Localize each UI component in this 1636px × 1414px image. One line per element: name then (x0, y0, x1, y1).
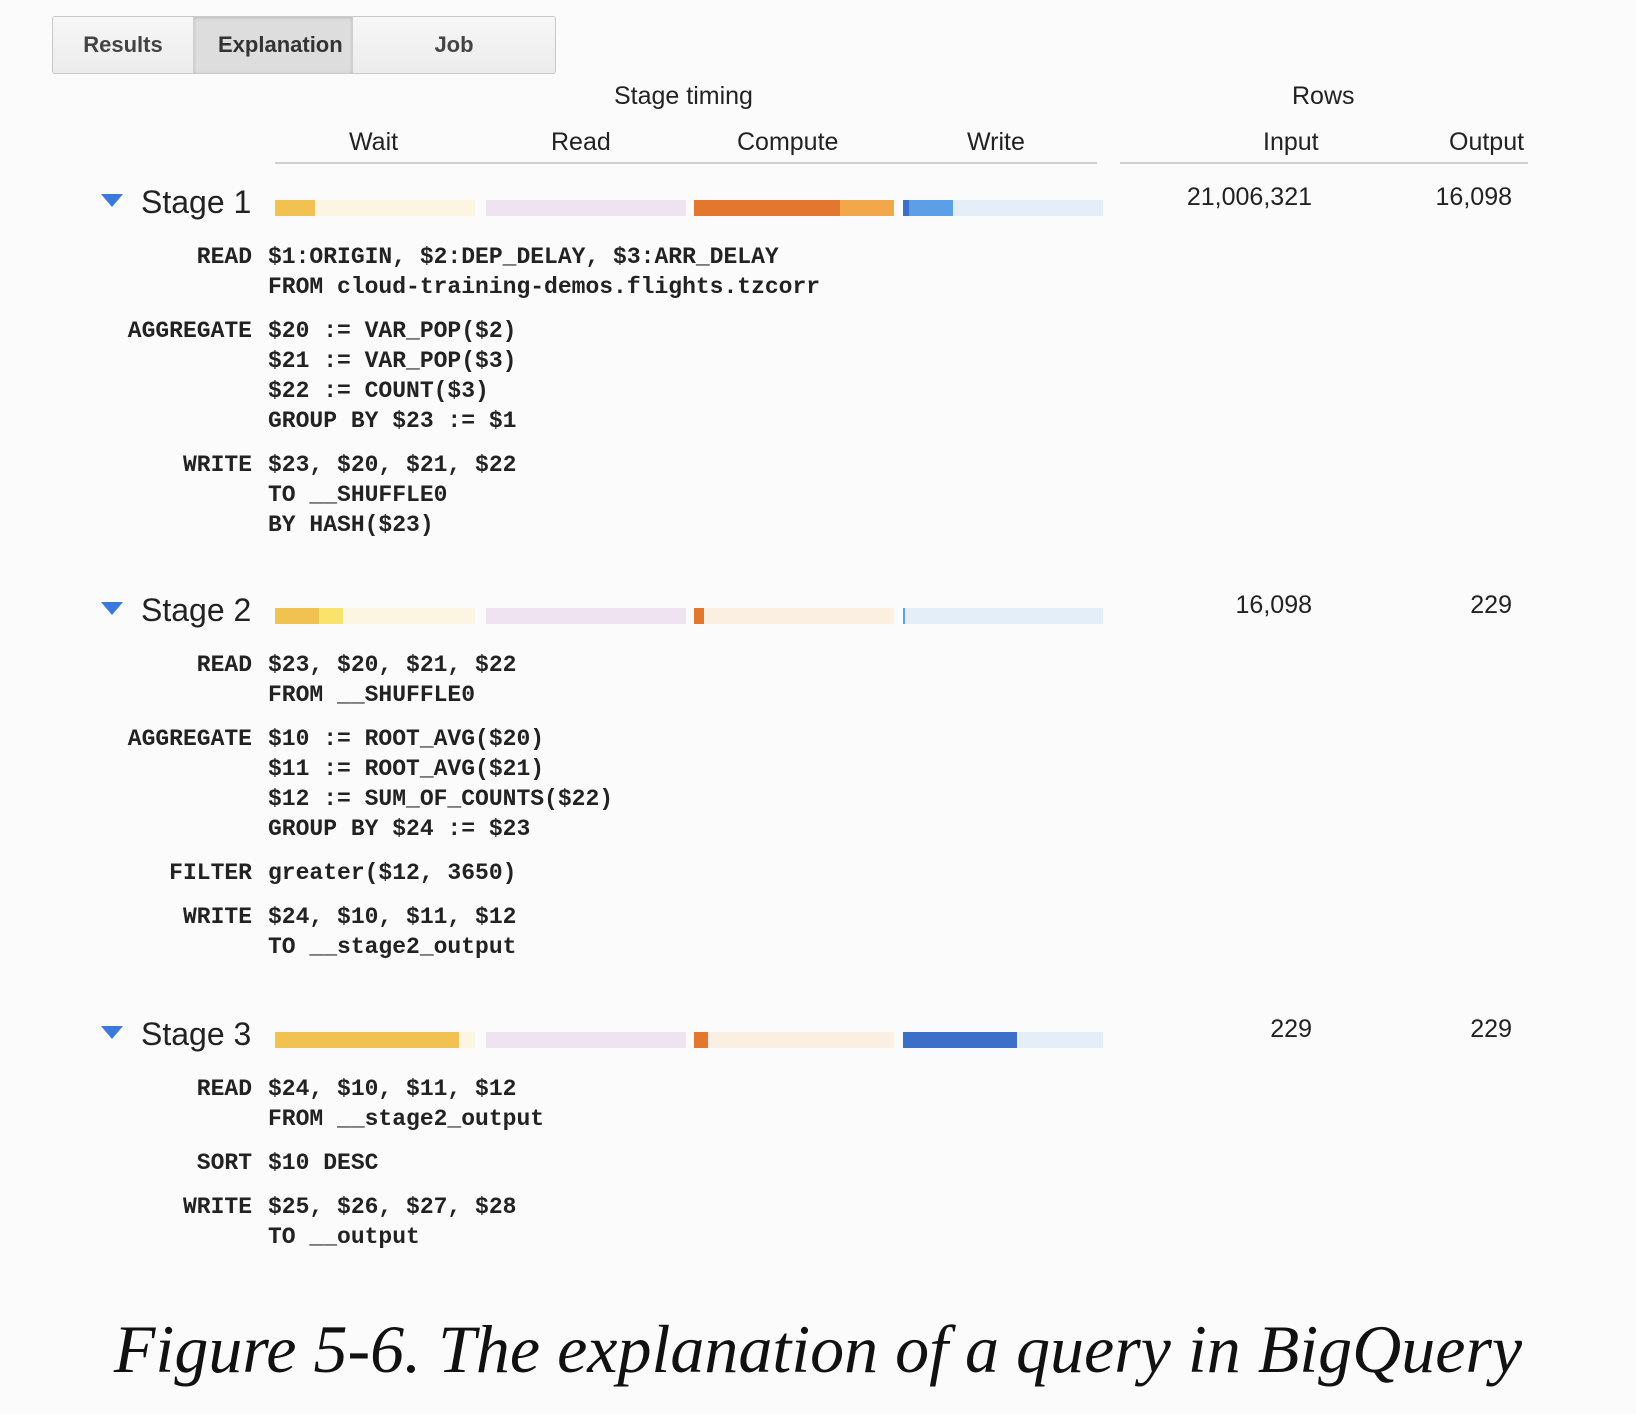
compute-bar (694, 608, 894, 624)
wait-header: Wait (349, 128, 399, 156)
step-line: $12 := SUM_OF_COUNTS($22) (268, 786, 614, 812)
plan-step: AGGREGATE $20 := VAR_POP($2) $21 := VAR_PO… (102, 316, 820, 436)
stage-title[interactable]: Stage 3 (141, 1016, 252, 1052)
compute-bar (694, 200, 894, 216)
step-line: $11 := ROOT_AVG($21) (268, 756, 545, 782)
plan-step: READ $1:ORIGIN, $2:DEP_DELAY, $3:ARR_DELA… (102, 242, 820, 302)
read-header: Read (551, 128, 611, 156)
collapse-caret-icon[interactable] (101, 1026, 123, 1039)
write-bar-fill (903, 1032, 1017, 1048)
step-line: GROUP BY $24 := $23 (268, 816, 531, 842)
step-keyword: READ (196, 1076, 252, 1102)
compute-bar-fill (694, 608, 704, 624)
write-bar (903, 1032, 1103, 1048)
output-rows: 229 (1470, 1015, 1512, 1043)
tab-job-information[interactable]: Job Information (434, 32, 474, 57)
rows-header-divider (1120, 162, 1528, 164)
step-line: GROUP BY $23 := $1 (268, 408, 517, 434)
write-bar-fill (903, 608, 905, 624)
plan-step: READ $23, $20, $21, $22 FROM __SHUFFLE0 (102, 650, 613, 710)
step-line: TO __stage2_output (268, 934, 517, 960)
step-line: $23, $20, $21, $22 (268, 652, 517, 678)
compute-bar-fill-secondary (840, 200, 894, 216)
compute-bar-fill (694, 1032, 708, 1048)
input-rows: 229 (1270, 1015, 1312, 1043)
step-line: $22 := COUNT($3) (268, 378, 489, 404)
timing-header-divider (275, 162, 1097, 164)
input-rows: 16,098 (1235, 591, 1312, 619)
wait-bar-fill-secondary (319, 608, 343, 624)
read-bar (486, 200, 686, 216)
write-bar (903, 608, 1103, 624)
wait-bar (275, 608, 475, 624)
stage-plan: READ $24, $10, $11, $12 FROM __stage2_outp… (102, 1074, 544, 1266)
tab-results[interactable]: Results (53, 17, 194, 73)
collapse-caret-icon[interactable] (101, 194, 123, 207)
stage-title[interactable]: Stage 2 (141, 592, 252, 628)
write-bar-fill (903, 200, 953, 216)
step-keyword: READ (196, 244, 252, 270)
step-keyword: WRITE (182, 904, 252, 930)
step-line: FROM __stage2_output (268, 1106, 545, 1132)
plan-step: WRITE $24, $10, $11, $12 TO __stage2_outpu… (102, 902, 613, 962)
step-line: TO __output (268, 1224, 420, 1250)
step-line: greater($12, 3650) (268, 860, 517, 886)
stage-title[interactable]: Stage 1 (141, 184, 252, 220)
step-keyword: WRITE (182, 452, 252, 478)
output-rows: 16,098 (1435, 183, 1512, 211)
stage-timing-header: Stage timing (614, 82, 753, 110)
collapse-caret-icon[interactable] (101, 602, 123, 615)
plan-step: WRITE $25, $26, $27, $28 TO __output (102, 1192, 544, 1252)
step-line: $10 DESC (268, 1150, 379, 1176)
step-keyword: SORT (196, 1150, 252, 1176)
output-header: Output (1449, 128, 1525, 156)
wait-bar-fill (275, 608, 319, 624)
wait-bar-fill (275, 1032, 459, 1048)
write-header: Write (967, 128, 1025, 156)
step-line: $21 := VAR_POP($3) (268, 348, 517, 374)
step-keyword: AGGREGATE (127, 318, 252, 344)
step-line: TO __SHUFFLE0 (268, 482, 448, 508)
rows-header: Rows (1292, 82, 1355, 110)
write-bar (903, 200, 1103, 216)
read-bar (486, 1032, 686, 1048)
step-line: $24, $10, $11, $12 (268, 1076, 517, 1102)
compute-header: Compute (737, 128, 839, 156)
step-line: $10 := ROOT_AVG($20) (268, 726, 545, 752)
step-line: $24, $10, $11, $12 (268, 904, 517, 930)
stage-plan: READ $1:ORIGIN, $2:DEP_DELAY, $3:ARR_DELA… (102, 242, 820, 554)
plan-step: WRITE $23, $20, $21, $22 TO __SHUFFLE0 BY H… (102, 450, 820, 540)
step-line: BY HASH($23) (268, 512, 434, 538)
step-line: $23, $20, $21, $22 (268, 452, 517, 478)
input-header: Input (1263, 128, 1319, 156)
read-bar (486, 608, 686, 624)
step-keyword: READ (196, 652, 252, 678)
step-line: $25, $26, $27, $28 (268, 1194, 517, 1220)
step-line: $1:ORIGIN, $2:DEP_DELAY, $3:ARR_DELAY (268, 244, 779, 270)
wait-bar (275, 1032, 475, 1048)
input-rows: 21,006,321 (1186, 183, 1312, 211)
plan-step: AGGREGATE $10 := ROOT_AVG($20) $11 := ROOT… (102, 724, 613, 844)
output-rows: 229 (1470, 591, 1512, 619)
step-keyword: AGGREGATE (127, 726, 252, 752)
step-keyword: WRITE (182, 1194, 252, 1220)
compute-bar-fill (694, 200, 840, 216)
step-line: FROM __SHUFFLE0 (268, 682, 476, 708)
step-line: FROM cloud-training-demos.flights.tzcorr (268, 274, 821, 300)
figure-caption: Figure 5-6. The explanation of a query i… (113, 1311, 1523, 1387)
wait-bar (275, 200, 475, 216)
compute-bar (694, 1032, 894, 1048)
stage-plan: READ $23, $20, $21, $22 FROM __SHUFFLE0 AG… (102, 650, 613, 976)
plan-step: SORT $10 DESC (102, 1148, 544, 1178)
step-keyword: FILTER (169, 860, 252, 886)
plan-step: READ $24, $10, $11, $12 FROM __stage2_outp… (102, 1074, 544, 1134)
step-line: $20 := VAR_POP($2) (268, 318, 517, 344)
tab-bar: Results Explanation Job Information (52, 16, 556, 74)
wait-bar-fill (275, 200, 315, 216)
plan-step: FILTER greater($12, 3650) (102, 858, 613, 888)
tab-explanation[interactable]: Explanation (194, 17, 353, 73)
